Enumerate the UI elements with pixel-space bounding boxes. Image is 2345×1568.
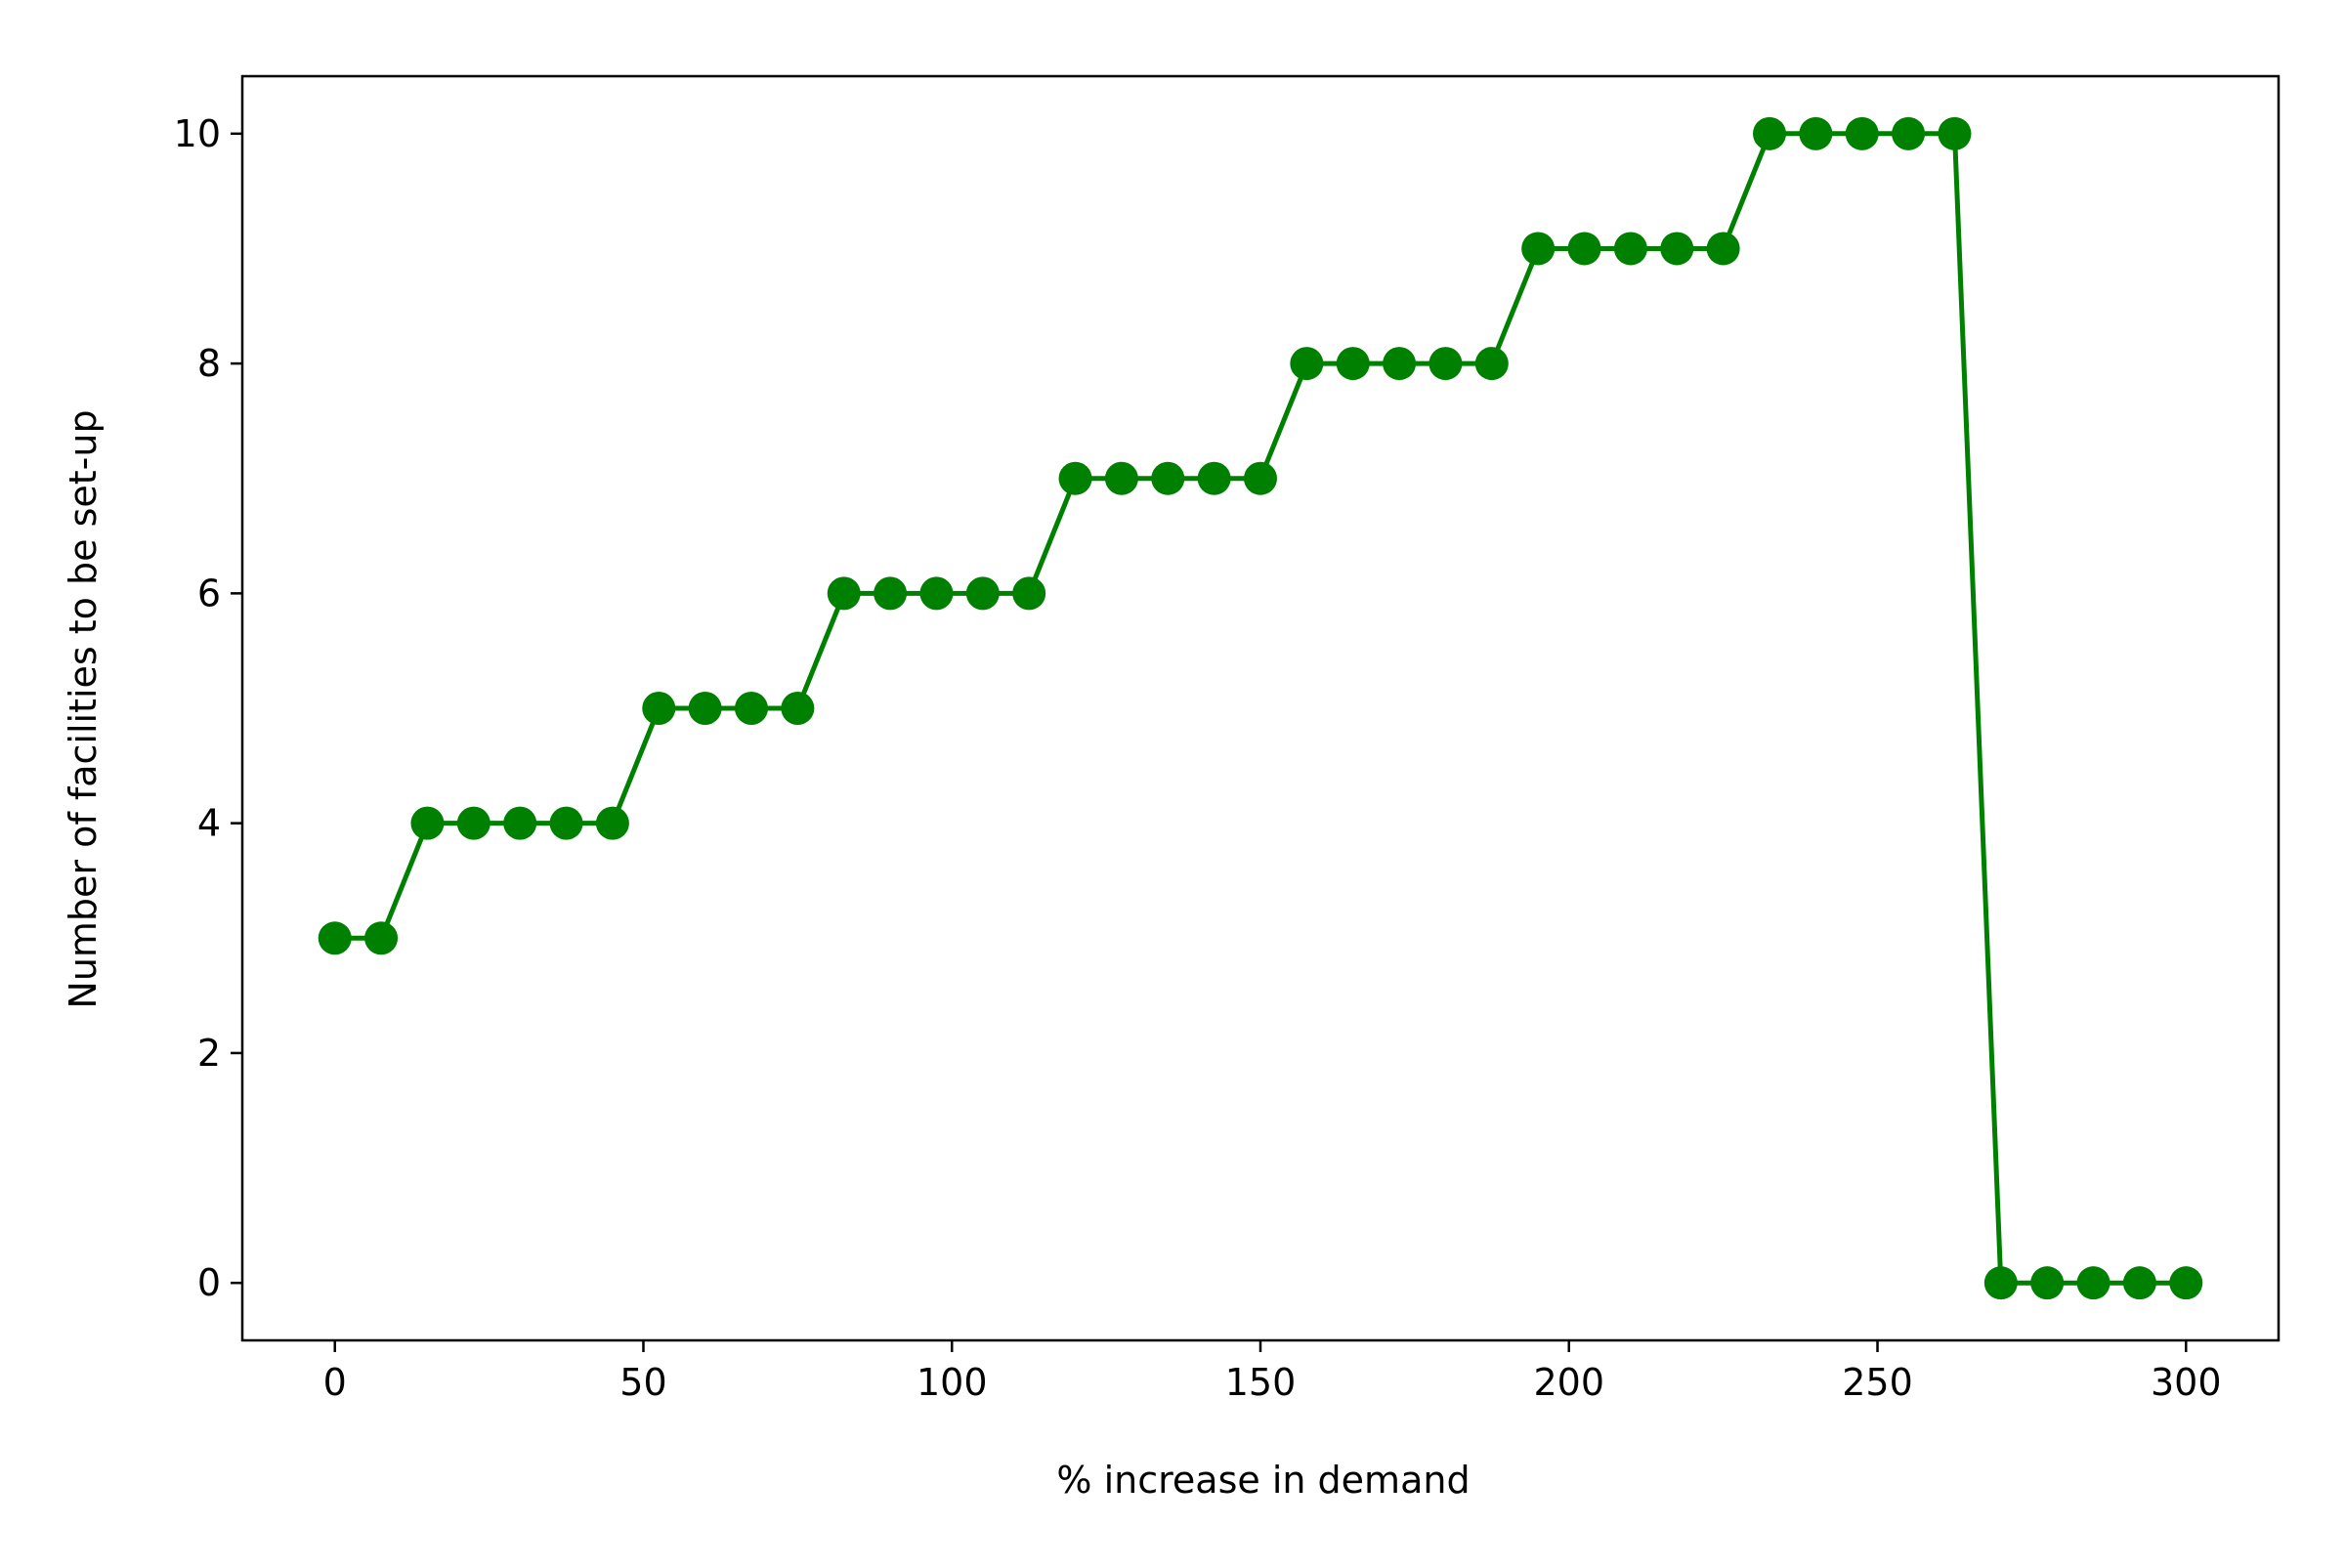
x-tick-label: 250 xyxy=(1842,1361,1913,1404)
data-point xyxy=(318,921,352,955)
data-point xyxy=(1938,116,1972,150)
data-series xyxy=(318,116,2203,1300)
x-tick-label: 100 xyxy=(917,1361,988,1404)
plot-area xyxy=(242,76,2279,1340)
data-point xyxy=(1753,116,1786,150)
data-point xyxy=(364,921,399,955)
data-point xyxy=(595,806,629,840)
data-point xyxy=(2076,1266,2110,1300)
data-point xyxy=(1474,347,1509,381)
data-point xyxy=(1197,461,1231,495)
data-point xyxy=(688,692,722,725)
data-point xyxy=(874,576,908,611)
data-point xyxy=(2169,1266,2203,1300)
data-point xyxy=(1983,1266,2018,1300)
axes: 0 50 100 150 200 250 300 0 2 4 6 8 10 xyxy=(174,74,2281,1404)
data-point xyxy=(781,692,815,725)
data-point xyxy=(2030,1266,2065,1300)
x-axis-label: % increase in demand xyxy=(1056,1459,1470,1502)
x-tick-label: 300 xyxy=(2151,1361,2222,1404)
y-tick-label: 8 xyxy=(197,342,221,385)
data-point xyxy=(503,806,537,840)
plot-frame xyxy=(240,74,2281,1342)
data-point xyxy=(1567,232,1601,266)
data-point xyxy=(1660,232,1694,266)
x-tick-label: 50 xyxy=(619,1361,666,1404)
data-point xyxy=(1244,461,1277,495)
y-tick-label: 0 xyxy=(197,1261,221,1304)
data-point xyxy=(1521,232,1556,266)
x-tick-label: 150 xyxy=(1225,1361,1297,1404)
data-point xyxy=(965,576,1000,611)
data-point xyxy=(1706,232,1740,266)
data-point xyxy=(735,692,768,725)
y-tick-label: 4 xyxy=(197,802,221,845)
data-point xyxy=(549,806,583,840)
data-point xyxy=(919,576,954,611)
y-tick-label: 2 xyxy=(197,1032,221,1075)
data-point xyxy=(2122,1266,2156,1300)
data-point xyxy=(1290,347,1324,381)
data-point xyxy=(1613,232,1647,266)
data-point xyxy=(1336,347,1370,381)
y-tick-label: 6 xyxy=(197,572,221,614)
y-tick-label: 10 xyxy=(174,112,221,155)
data-point xyxy=(1104,461,1138,495)
plot-background xyxy=(242,76,2279,1340)
data-point xyxy=(1845,116,1879,150)
data-point xyxy=(1428,347,1463,381)
data-point xyxy=(410,806,445,840)
data-point xyxy=(456,806,490,840)
data-point xyxy=(827,576,861,611)
data-point xyxy=(642,692,676,725)
x-tick-label: 200 xyxy=(1533,1361,1604,1404)
data-point xyxy=(1058,461,1092,495)
x-tick-label: 0 xyxy=(323,1361,347,1404)
y-axis-label: Number of facilities to be set-up xyxy=(62,409,105,1008)
data-point xyxy=(1383,347,1417,381)
data-point xyxy=(1151,461,1185,495)
data-point xyxy=(1799,116,1833,150)
data-point xyxy=(1892,116,1926,150)
data-point xyxy=(1012,576,1046,611)
